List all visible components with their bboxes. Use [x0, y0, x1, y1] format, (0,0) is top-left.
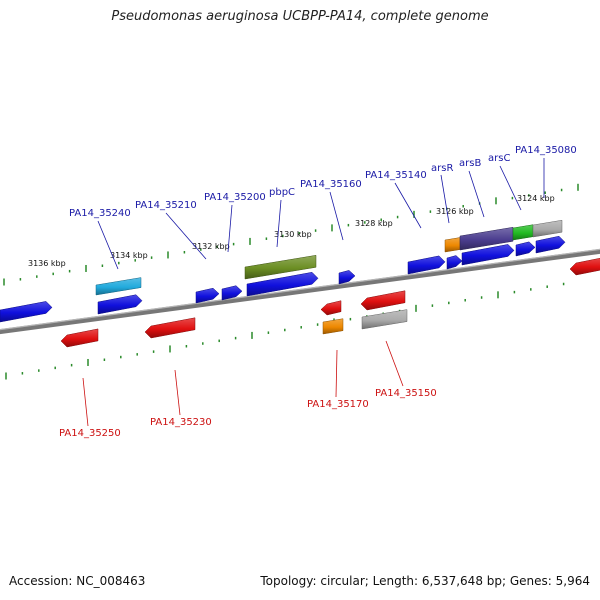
label-leader-line [276, 199, 282, 248]
gene-block-orange [444, 237, 461, 253]
gene-label-top: PA14_35140 [365, 170, 427, 181]
gene-label-top: arsR [431, 163, 453, 174]
label-leader-line [440, 174, 450, 224]
gene-block [0, 301, 53, 323]
gene-label-top: arsC [488, 153, 510, 164]
accession-text: Accession: NC_008463 [9, 574, 146, 588]
gene-block-orange [322, 318, 344, 335]
gene-label-bottom: PA14_35230 [150, 417, 212, 428]
gene-block-olive [244, 254, 317, 280]
scale-label: 3124 kbp [517, 194, 555, 203]
gene-label-top: arsB [459, 158, 481, 169]
label-leader-line [227, 204, 233, 253]
gene-label-bottom: PA14_35150 [375, 388, 437, 399]
scale-label: 3126 kbp [436, 207, 474, 216]
gene-label-top: PA14_35080 [515, 145, 577, 156]
gene-block [360, 290, 406, 311]
gene-block [446, 255, 463, 270]
label-leader-line [468, 170, 485, 218]
topology-text: Topology: circular; Length: 6,537,648 bp… [260, 574, 590, 588]
scale-label: 3134 kbp [110, 251, 148, 260]
gene-block-gray [361, 309, 408, 330]
gene-label-top: PA14_35210 [135, 200, 197, 211]
gene-label-top: PA14_35200 [204, 192, 266, 203]
gene-label-top: pbpC [269, 187, 295, 198]
gene-block [97, 294, 143, 315]
gene-block [320, 300, 342, 316]
gene-label-bottom: PA14_35170 [307, 399, 369, 410]
gene-block-gray [532, 219, 563, 238]
label-leader-line [82, 377, 89, 427]
gene-block [338, 270, 356, 285]
gene-block [144, 317, 196, 339]
gene-block [221, 285, 243, 301]
gene-block-purple [459, 226, 514, 251]
gene-block [515, 241, 536, 257]
gene-label-top: PA14_35240 [69, 208, 131, 219]
gene-block [461, 244, 515, 266]
scale-label: 3128 kbp [355, 219, 393, 228]
scale-label: 3136 kbp [28, 259, 66, 268]
label-leader-line [394, 182, 422, 229]
label-leader-line [499, 165, 522, 211]
gene-block [60, 328, 99, 348]
label-leader-line [329, 191, 344, 241]
genome-title: Pseudomonas aeruginosa UCBPP-PA14, compl… [111, 9, 489, 24]
label-leader-line [165, 212, 207, 260]
label-leader-line [385, 340, 404, 387]
gene-block [569, 257, 600, 276]
label-leader-line [97, 220, 119, 270]
gene-block [535, 235, 566, 254]
backbone-line [0, 248, 600, 335]
gene-block-cyan [95, 277, 142, 296]
gene-block [407, 255, 446, 275]
label-leader-line [335, 349, 338, 398]
backbone-highlight [0, 248, 600, 331]
gene-block [195, 287, 220, 304]
scale-label: 3132 kbp [192, 242, 230, 251]
gene-block [246, 272, 319, 297]
label-leader-line [174, 369, 181, 416]
gene-label-top: PA14_35160 [300, 179, 362, 190]
gene-block-green [512, 224, 534, 241]
scale-label: 3130 kbp [274, 230, 312, 239]
gene-label-bottom: PA14_35250 [59, 428, 121, 439]
